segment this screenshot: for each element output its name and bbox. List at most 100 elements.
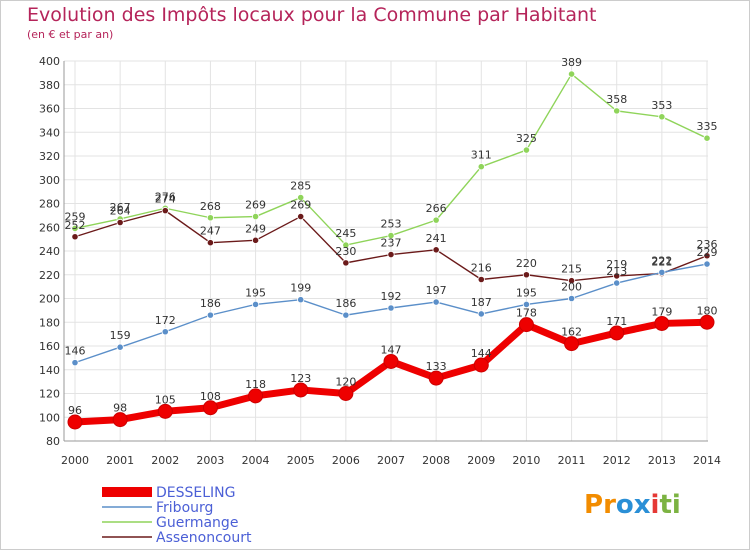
data-label: 253 [381, 218, 402, 231]
data-label: 144 [471, 347, 492, 360]
y-tick-label: 400 [39, 55, 60, 68]
data-point [522, 300, 531, 309]
data-point [522, 271, 531, 279]
data-point [613, 272, 621, 280]
data-point [564, 336, 580, 352]
x-tick-label: 2009 [467, 454, 495, 467]
data-label: 311 [471, 149, 492, 162]
y-tick-label: 200 [39, 293, 60, 306]
data-point [116, 218, 124, 227]
data-point [342, 259, 350, 267]
data-point [699, 314, 715, 330]
x-tick-label: 2012 [603, 454, 631, 467]
data-point [161, 328, 169, 336]
data-point [432, 216, 440, 224]
data-label: 96 [68, 404, 82, 417]
data-label: 285 [290, 180, 311, 193]
y-tick-label: 360 [39, 103, 60, 116]
x-tick-label: 2004 [242, 454, 270, 467]
data-label: 264 [110, 205, 131, 218]
data-label: 118 [245, 378, 266, 391]
logo-letter: i [671, 490, 681, 520]
data-point [248, 388, 264, 404]
data-label: 195 [245, 286, 266, 299]
data-point [703, 252, 711, 260]
data-point [161, 207, 169, 215]
data-point [251, 236, 260, 244]
data-point [432, 246, 440, 254]
data-point [342, 311, 350, 319]
data-label: 172 [155, 314, 176, 327]
data-label: 197 [426, 284, 447, 297]
data-point [658, 268, 666, 276]
logo-letter: o [615, 490, 634, 520]
data-label: 199 [290, 282, 311, 295]
data-label: 276 [155, 190, 176, 203]
logo-letter: t [659, 490, 672, 520]
data-point [338, 386, 354, 401]
y-tick-label: 380 [39, 79, 60, 92]
data-label: 259 [65, 210, 86, 223]
data-label: 108 [200, 390, 221, 403]
data-label: 266 [426, 202, 447, 215]
data-label: 267 [110, 201, 131, 214]
data-label: 245 [335, 227, 356, 240]
data-label: 178 [516, 307, 537, 320]
data-label: 187 [471, 296, 492, 309]
proxiti-logo: Proxiti [584, 490, 681, 520]
data-point [342, 241, 350, 249]
data-point [613, 107, 621, 115]
x-tick-label: 2010 [512, 454, 540, 467]
data-point [387, 250, 395, 259]
data-point [432, 298, 440, 306]
data-label: 179 [651, 305, 672, 318]
data-label: 249 [245, 222, 266, 235]
x-tick-label: 2007 [377, 454, 405, 467]
data-label: 247 [200, 225, 221, 238]
data-label: 216 [471, 262, 492, 275]
data-point [383, 353, 399, 369]
data-point [251, 300, 260, 309]
data-label: 230 [335, 245, 356, 258]
data-label: 237 [381, 237, 402, 250]
data-point [477, 310, 485, 318]
data-point [567, 277, 576, 285]
data-label: 220 [516, 257, 537, 270]
logo-letter: i [650, 490, 660, 520]
data-label: 236 [697, 238, 718, 251]
legend-label: Guermange [156, 515, 238, 531]
data-label: 389 [561, 56, 582, 69]
y-tick-label: 320 [39, 150, 60, 163]
data-point [116, 343, 124, 351]
data-point [654, 315, 670, 331]
y-tick-label: 280 [39, 198, 60, 211]
chart-subtitle: (en € et par an) [27, 28, 114, 41]
data-label: 215 [561, 263, 582, 276]
y-tick-label: 100 [39, 411, 60, 424]
logo-letter: r [603, 490, 616, 520]
data-point [522, 146, 531, 154]
data-label: 274 [155, 193, 176, 206]
data-point [613, 279, 621, 287]
data-label: 325 [516, 132, 537, 145]
data-point [206, 311, 215, 319]
y-tick-label: 260 [39, 221, 60, 234]
data-point [428, 370, 444, 386]
x-tick-label: 2008 [422, 454, 450, 467]
data-point [477, 163, 485, 171]
data-label: 133 [426, 360, 447, 373]
data-point [297, 212, 305, 221]
data-point [387, 304, 395, 312]
data-label: 335 [697, 120, 718, 133]
data-point [473, 357, 489, 373]
data-point [703, 134, 711, 142]
data-label: 353 [651, 99, 672, 112]
data-label: 195 [516, 286, 537, 299]
data-label: 200 [561, 281, 582, 294]
data-point [157, 403, 173, 419]
y-tick-label: 140 [39, 364, 60, 377]
data-label: 123 [290, 372, 311, 385]
data-point [567, 70, 576, 78]
data-point [297, 296, 305, 304]
x-tick-label: 2013 [648, 454, 676, 467]
